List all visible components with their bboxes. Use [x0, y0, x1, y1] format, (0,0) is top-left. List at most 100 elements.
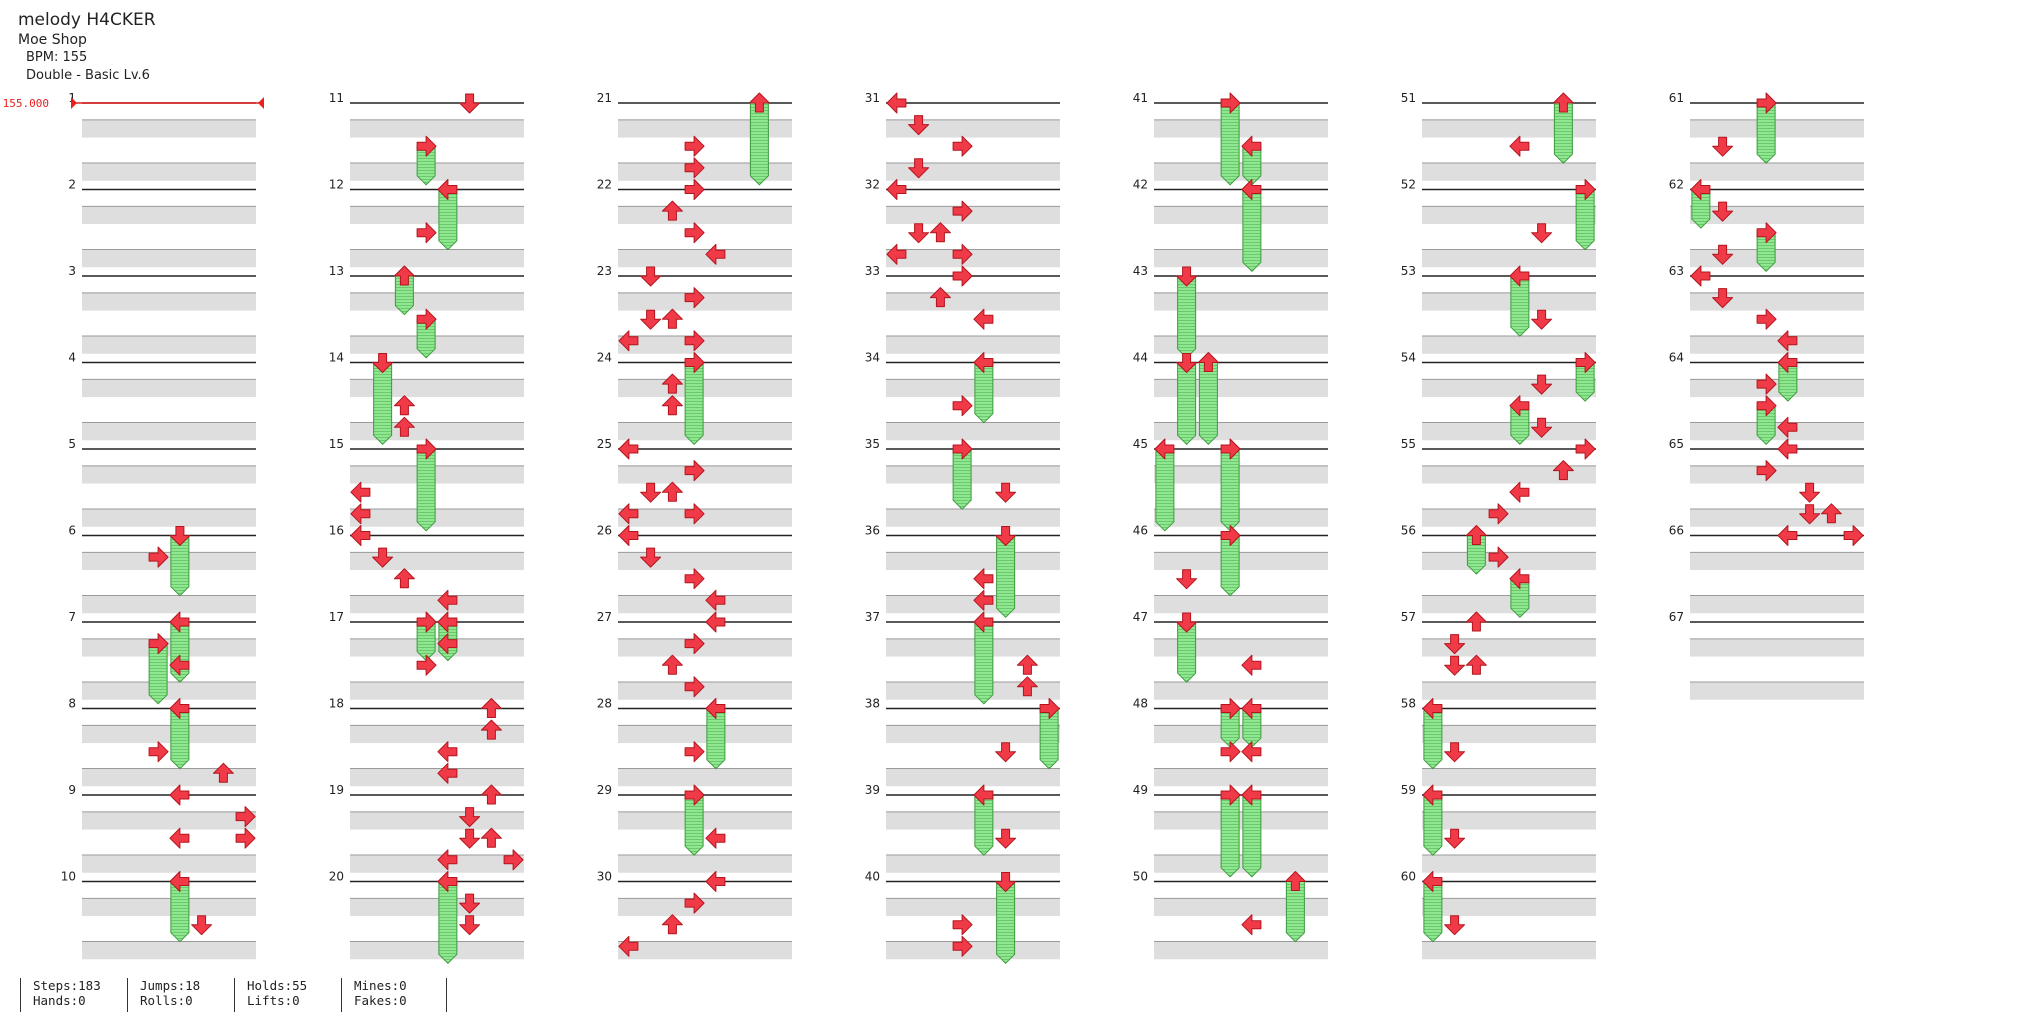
arrow-down-icon [459, 893, 481, 914]
measure-number: 20 [329, 870, 344, 884]
arrow-right-icon [684, 503, 705, 525]
band [1422, 552, 1596, 571]
band [82, 941, 256, 960]
band [618, 509, 792, 527]
band [618, 595, 792, 614]
arrow-down-icon [1799, 504, 1821, 525]
band [82, 206, 256, 225]
band [618, 941, 792, 960]
arrow-left-icon [1777, 352, 1798, 373]
arrow-down-icon [1712, 288, 1734, 309]
arrow-up-icon [1552, 460, 1574, 481]
arrow-up-icon [480, 719, 502, 740]
arrow-right-icon [503, 849, 524, 871]
band [82, 552, 256, 571]
band [350, 509, 524, 527]
arrow-left-icon [169, 784, 190, 806]
band [350, 119, 524, 138]
arrow-left-icon [1509, 135, 1530, 157]
arrow-down-icon [1444, 634, 1466, 655]
measure-lines [82, 102, 1864, 943]
hold-note [416, 448, 436, 532]
band [350, 379, 524, 398]
measure-number: 54 [1401, 351, 1416, 365]
band [1690, 638, 1864, 657]
arrow-up-icon [1552, 92, 1574, 113]
band [1154, 595, 1328, 614]
measure-number: 17 [329, 610, 344, 624]
measure-number: 6 [68, 524, 76, 538]
arrow-down-icon [908, 223, 930, 244]
measure-number: 59 [1401, 783, 1416, 797]
measure-number: 38 [865, 697, 880, 711]
arrow-right-icon [684, 157, 705, 179]
band [82, 119, 256, 138]
arrow-down-icon [1444, 828, 1466, 849]
arrow-left-icon [1241, 698, 1262, 719]
arrow-right-icon [684, 568, 705, 590]
band [1422, 163, 1596, 181]
hold-note [996, 881, 1016, 965]
arrow-right-icon [1843, 525, 1864, 546]
stat-holds: Holds:55 [247, 978, 308, 993]
measure-number: 16 [329, 524, 344, 538]
arrow-up-icon [212, 762, 234, 783]
band [618, 163, 792, 181]
arrow-left-icon [169, 871, 190, 892]
band [350, 552, 524, 571]
measure-number: 22 [597, 178, 612, 192]
measure-number: 3 [68, 264, 76, 278]
band [886, 379, 1060, 398]
measure-number: 33 [865, 264, 880, 278]
arrow-right-icon [952, 935, 973, 957]
band [350, 941, 524, 960]
arrow-left-icon [437, 741, 458, 763]
arrow-up-icon [1465, 611, 1487, 632]
band [618, 552, 792, 571]
measure-number: 42 [1133, 178, 1148, 192]
band [1422, 638, 1596, 657]
arrow-right-icon [952, 243, 973, 265]
arrow-right-icon [235, 827, 256, 849]
band [1690, 119, 1864, 138]
arrow-right-icon [1756, 308, 1777, 330]
band [618, 119, 792, 138]
arrow-up-icon [661, 481, 683, 502]
bpm-change: 155.000 [3, 97, 264, 110]
arrow-left-icon [1241, 179, 1262, 200]
arrow-up-icon [480, 698, 502, 718]
band [1422, 941, 1596, 960]
measure-number: 50 [1133, 870, 1148, 884]
measure-number: 10 [61, 870, 76, 884]
measure-number: 58 [1401, 697, 1416, 711]
band [886, 422, 1060, 441]
arrow-right-icon [148, 633, 169, 655]
band [350, 898, 524, 917]
hold-note [438, 881, 458, 965]
band [886, 249, 1060, 268]
band [82, 811, 256, 830]
arrow-right-icon [684, 676, 705, 698]
band [886, 898, 1060, 917]
band [1690, 163, 1864, 181]
band [1690, 422, 1864, 441]
band [82, 249, 256, 268]
band [350, 855, 524, 873]
band [350, 682, 524, 700]
band [1690, 552, 1864, 571]
arrow-left-icon [169, 698, 190, 719]
arrow-left-icon [1422, 871, 1443, 892]
measure-number: 4 [68, 351, 76, 365]
arrow-down-icon [1531, 309, 1553, 330]
hold-note [996, 535, 1016, 619]
arrow-left-icon [973, 784, 994, 806]
band [1422, 682, 1596, 700]
band [82, 163, 256, 181]
band [1422, 119, 1596, 138]
arrow-right-icon [1039, 698, 1060, 719]
band [618, 206, 792, 225]
band [1154, 638, 1328, 657]
hold-note [749, 102, 769, 186]
band [618, 422, 792, 441]
